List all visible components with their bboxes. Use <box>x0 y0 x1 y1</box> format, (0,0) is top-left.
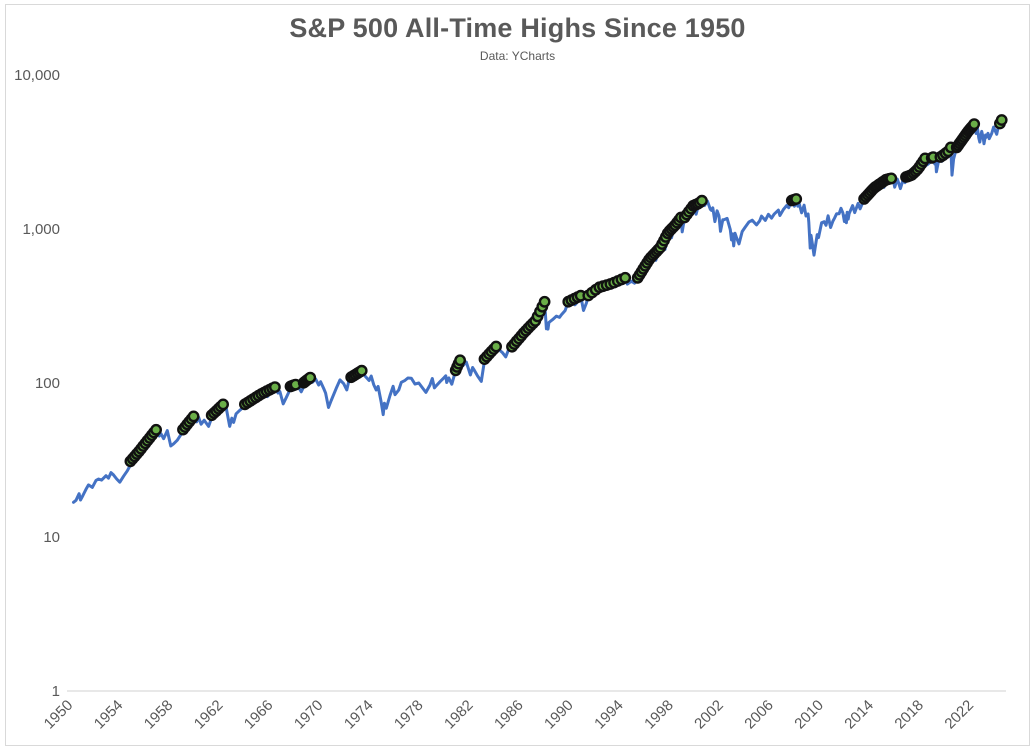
x-tick-label: 1962 <box>191 697 227 733</box>
ath-marker <box>619 271 632 284</box>
ath-marker <box>355 364 368 377</box>
x-tick-label: 1990 <box>541 697 577 733</box>
x-tick-label: 2018 <box>891 697 927 733</box>
x-tick-label: 1966 <box>241 697 277 733</box>
y-tick-label: 100 <box>35 375 60 392</box>
chart-subtitle: Data: YCharts <box>479 49 556 63</box>
x-tick-label: 2010 <box>791 697 827 733</box>
chart-border <box>5 4 1030 746</box>
x-tick-label: 2006 <box>741 697 777 733</box>
ath-marker <box>885 172 898 185</box>
x-tick-label: 2002 <box>691 697 727 733</box>
ath-marker <box>790 193 803 205</box>
x-tick-label: 1974 <box>341 697 377 733</box>
ath-marker <box>454 354 466 367</box>
x-tick-label: 1982 <box>441 697 477 733</box>
y-tick-label: 10,000 <box>14 67 60 84</box>
ath-marker <box>696 194 708 207</box>
y-tick-label: 1 <box>52 683 60 700</box>
x-tick-label: 2022 <box>941 697 977 733</box>
ath-marker <box>968 118 981 131</box>
x-tick-label: 1950 <box>41 697 77 733</box>
chart-title: S&P 500 All-Time Highs Since 1950 <box>289 13 746 43</box>
y-tick-label: 10 <box>43 529 60 546</box>
x-tick-label: 1998 <box>641 697 677 733</box>
x-tick-label: 1978 <box>391 697 427 733</box>
ath-marker <box>490 340 502 353</box>
x-tick-label: 2014 <box>841 697 877 733</box>
ath-marker <box>150 423 163 436</box>
ath-marker <box>187 410 200 423</box>
x-tick-label: 1958 <box>141 697 177 733</box>
x-tick-label: 1954 <box>91 697 127 733</box>
x-tick-label: 1994 <box>591 697 627 733</box>
x-tick-label: 1986 <box>491 697 527 733</box>
ath-marker <box>995 114 1008 126</box>
ath-marker <box>304 371 317 384</box>
ath-marker <box>538 295 551 308</box>
y-tick-label: 1,000 <box>22 221 60 238</box>
ath-marker <box>268 381 281 393</box>
ath-marker <box>217 398 230 411</box>
x-tick-label: 1970 <box>291 697 327 733</box>
